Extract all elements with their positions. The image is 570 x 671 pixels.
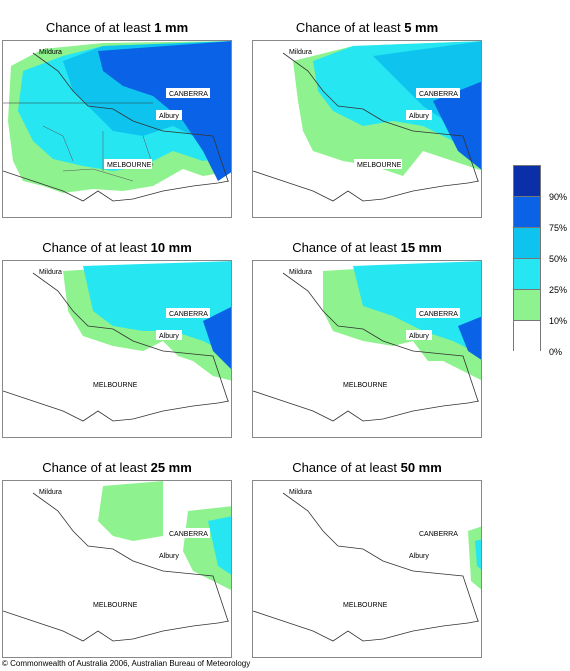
legend-tick-0: 0% xyxy=(549,347,563,357)
label-melbourne: MELBOURNE xyxy=(343,602,388,609)
probability-map-1mm: Mildura CANBERRA Albury MELBOURNE xyxy=(2,40,232,218)
copyright-notice: © Commonwealth of Australia 2006, Austra… xyxy=(2,659,251,668)
label-albury: Albury xyxy=(409,113,429,120)
label-mildura: Mildura xyxy=(39,269,62,276)
legend-tick-75: 75% xyxy=(549,223,568,233)
label-canberra: CANBERRA xyxy=(169,91,208,98)
label-canberra: CANBERRA xyxy=(419,311,458,318)
label-albury: Albury xyxy=(409,333,429,340)
label-mildura: Mildura xyxy=(289,269,312,276)
probability-map-25mm: Mildura CANBERRA Albury MELBOURNE xyxy=(2,480,232,658)
label-melbourne: MELBOURNE xyxy=(107,162,152,169)
label-mildura: Mildura xyxy=(289,489,312,496)
label-melbourne: MELBOURNE xyxy=(343,382,388,389)
legend-tick-10: 10% xyxy=(549,316,568,326)
legend-swatch-25 xyxy=(513,258,541,289)
probability-legend: 90% 75% 50% 25% 10% 0% xyxy=(513,165,567,357)
legend-swatch-75 xyxy=(513,196,541,227)
panel-title: Chance of at least 15 mm xyxy=(292,240,442,255)
probability-map-5mm: Mildura CANBERRA Albury MELBOURNE xyxy=(252,40,482,218)
panel-title: Chance of at least 25 mm xyxy=(42,460,192,475)
legend-swatch-50 xyxy=(513,227,541,258)
label-melbourne: MELBOURNE xyxy=(357,162,402,169)
panel-title: Chance of at least 50 mm xyxy=(292,460,442,475)
legend-tick-50: 50% xyxy=(549,254,568,264)
label-canberra: CANBERRA xyxy=(419,91,458,98)
label-mildura: Mildura xyxy=(39,49,62,56)
panel-title: Chance of at least 10 mm xyxy=(42,240,192,255)
label-mildura: Mildura xyxy=(39,489,62,496)
panel-title: Chance of at least 1 mm xyxy=(45,20,189,35)
label-canberra: CANBERRA xyxy=(169,531,208,538)
legend-swatch-0 xyxy=(513,320,541,351)
label-mildura: Mildura xyxy=(289,49,312,56)
label-albury: Albury xyxy=(159,553,179,560)
label-canberra: CANBERRA xyxy=(419,531,458,538)
legend-swatch-10 xyxy=(513,289,541,320)
legend-tick-25: 25% xyxy=(549,285,568,295)
label-canberra: CANBERRA xyxy=(169,311,208,318)
label-albury: Albury xyxy=(159,333,179,340)
probability-map-50mm: Mildura CANBERRA Albury MELBOURNE xyxy=(252,480,482,658)
probability-map-15mm: Mildura CANBERRA Albury MELBOURNE xyxy=(252,260,482,438)
panel-title: Chance of at least 5 mm xyxy=(295,20,439,35)
label-melbourne: MELBOURNE xyxy=(93,602,138,609)
probability-map-10mm: Mildura CANBERRA Albury MELBOURNE xyxy=(2,260,232,438)
legend-swatch-90 xyxy=(513,165,541,196)
label-melbourne: MELBOURNE xyxy=(93,382,138,389)
legend-tick-90: 90% xyxy=(549,192,568,202)
label-albury: Albury xyxy=(409,553,429,560)
label-albury: Albury xyxy=(159,113,179,120)
